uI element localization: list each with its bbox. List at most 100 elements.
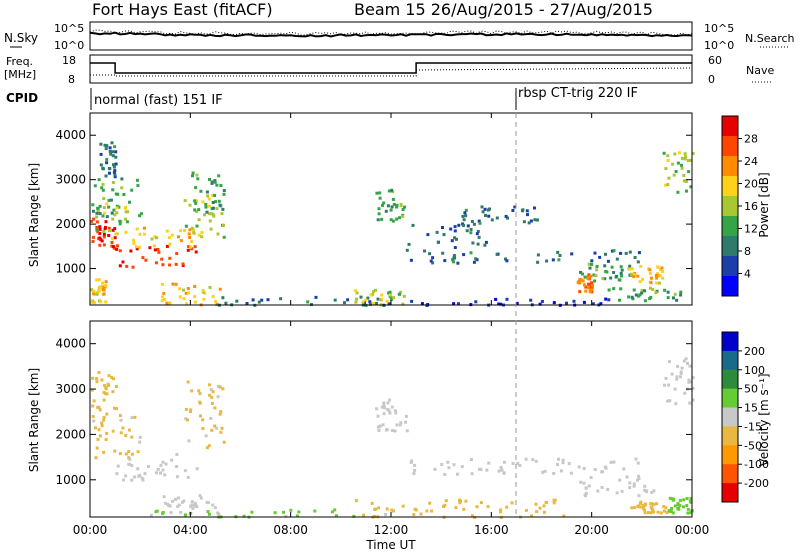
scatter-cell <box>175 465 179 468</box>
scatter-cell <box>107 374 111 378</box>
scatter-cell <box>102 450 106 454</box>
y-tick-label: 3000 <box>55 173 86 187</box>
scatter-cell <box>102 230 106 233</box>
scatter-cell <box>589 476 593 480</box>
scatter-cell <box>377 207 381 211</box>
scatter-cell <box>453 256 457 260</box>
y-tick-label: 4000 <box>55 128 86 142</box>
scatter-cell <box>561 461 565 465</box>
scatter-cell <box>282 510 285 514</box>
scatter-cell <box>384 209 388 213</box>
x-tick-label: 00:00 <box>73 523 108 537</box>
scatter-cell <box>671 498 675 502</box>
scatter-cell <box>377 506 381 510</box>
scatter-cell <box>371 292 375 296</box>
scatter-cell <box>680 163 683 167</box>
scatter-cell <box>398 216 401 220</box>
scatter-cell <box>346 298 350 302</box>
scatter-cell <box>607 298 611 302</box>
scatter-cell <box>103 211 107 215</box>
scatter-cell <box>664 376 668 380</box>
scatter-cell <box>646 511 650 514</box>
scatter-cell <box>534 502 538 506</box>
scatter-cell <box>542 504 546 508</box>
scatter-cell <box>98 243 102 247</box>
scatter-cell <box>582 467 586 470</box>
scatter-cell <box>182 288 186 292</box>
scatter-cell <box>178 295 182 299</box>
scatter-cell <box>211 193 215 197</box>
nsky-trace <box>89 31 693 38</box>
scatter-cell <box>435 230 439 234</box>
scatter-cell <box>410 299 414 303</box>
scatter-cell <box>175 252 179 255</box>
scatter-cell <box>219 184 223 187</box>
scatter-cell <box>477 235 481 239</box>
scatter-cell <box>691 376 695 380</box>
scatter-cell <box>186 380 190 384</box>
colorbar-tick-label: 4 <box>744 268 751 281</box>
nsky-left-tick-bottom: 10^0 <box>54 39 84 52</box>
scatter-cell <box>136 450 140 454</box>
scatter-cell <box>99 300 103 304</box>
scatter-cell <box>120 186 124 190</box>
scatter-cell <box>636 461 640 465</box>
scatter-cell <box>662 151 666 155</box>
scatter-cell <box>175 475 179 479</box>
scatter-cell <box>469 458 473 461</box>
scatter-cell <box>391 197 395 201</box>
scatter-cell <box>557 258 561 262</box>
scatter-cell <box>373 514 376 518</box>
scatter-cell <box>649 281 653 285</box>
scatter-cell <box>666 154 670 158</box>
scatter-cell <box>188 203 192 207</box>
scatter-cell <box>211 295 215 298</box>
scatter-cell <box>413 463 417 467</box>
scatter-cell <box>606 259 610 263</box>
scatter-cell <box>450 239 454 243</box>
scatter-cell <box>101 188 105 192</box>
scatter-cell <box>131 265 135 269</box>
scatter-cell <box>91 240 95 243</box>
scatter-cell <box>195 199 199 203</box>
scatter-cell <box>386 408 390 411</box>
scatter-cell <box>615 257 619 261</box>
scatter-cell <box>531 458 535 462</box>
scatter-cell <box>132 238 136 242</box>
scatter-cell <box>590 281 594 285</box>
scatter-cell <box>178 287 182 291</box>
scatter-cell <box>687 380 691 384</box>
scatter-cell <box>588 282 592 286</box>
scatter-cell <box>684 357 688 361</box>
nave-label: Nave <box>746 64 774 77</box>
scatter-cell <box>552 501 556 505</box>
scatter-cell <box>689 380 693 384</box>
scatter-cell <box>593 468 597 471</box>
scatter-cell <box>664 506 668 510</box>
scatter-cell <box>411 223 415 227</box>
scatter-cell <box>466 224 470 228</box>
scatter-cell <box>195 224 199 228</box>
scatter-cell <box>100 424 104 428</box>
scatter-cell <box>392 203 396 206</box>
scatter-cell <box>676 503 680 507</box>
velocity-scatter-cells <box>90 357 695 519</box>
scatter-cell <box>355 297 359 301</box>
velocity-colorbar-label: Velocity [m s⁻¹] <box>757 373 771 466</box>
scatter-cell <box>199 414 202 418</box>
scatter-cell <box>515 301 519 305</box>
scatter-cell <box>420 302 424 306</box>
scatter-cell <box>245 302 249 305</box>
scatter-cell <box>193 245 197 249</box>
scatter-cell <box>167 504 171 507</box>
scatter-cell <box>120 177 124 181</box>
scatter-cell <box>181 262 185 266</box>
scatter-cell <box>463 211 467 215</box>
scatter-cell <box>159 463 163 467</box>
scatter-cell <box>362 513 366 517</box>
scatter-cell <box>250 510 254 514</box>
scatter-cell <box>395 423 399 427</box>
scatter-cell <box>154 261 158 265</box>
scatter-cell <box>632 275 636 279</box>
scatter-cell <box>499 302 503 306</box>
